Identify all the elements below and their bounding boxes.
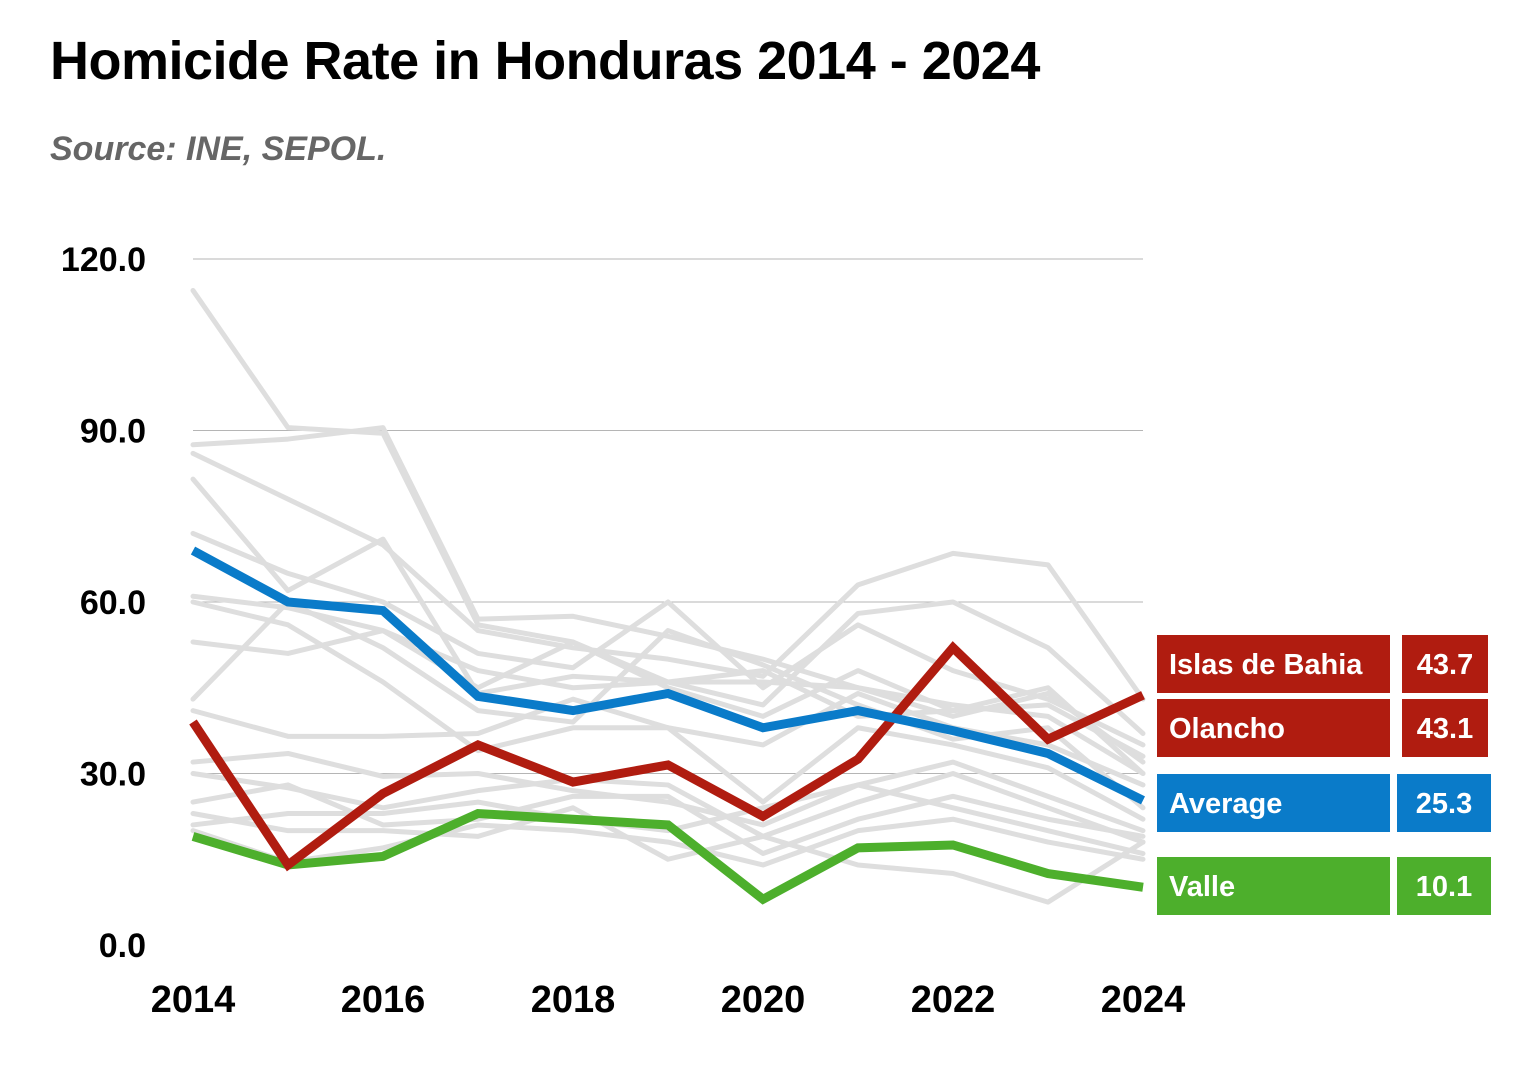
series-value-islas-de-bahia: 43.7 (1417, 649, 1473, 681)
y-tick-label: 90.0 (80, 413, 146, 451)
department-line (190, 593, 1146, 759)
department-line (190, 816, 1146, 868)
department-line (190, 450, 1146, 702)
x-tick-label: 2022 (911, 979, 996, 1021)
legend-box-olancho (1157, 699, 1390, 757)
value-box-valle (1397, 857, 1491, 915)
series-label-valle: Valle (1169, 871, 1235, 903)
x-tick-label: 2018 (531, 979, 616, 1021)
series-value-average: 25.3 (1416, 788, 1472, 820)
x-tick-label: 2016 (341, 979, 426, 1021)
series-label-islas-de-bahia: Islas de Bahia (1169, 649, 1363, 681)
department-line (190, 771, 1146, 845)
series-value-olancho: 43.1 (1417, 713, 1473, 745)
series-line-average (190, 546, 1145, 805)
series-label-olancho: Olancho (1169, 713, 1285, 745)
department-line (190, 696, 1146, 822)
chart-title: Homicide Rate in Honduras 2014 - 2024 (50, 31, 1040, 91)
series-label-average: Average (1169, 788, 1282, 820)
series-line-valle (191, 808, 1144, 905)
legend-box-valle (1157, 857, 1390, 915)
x-tick-label: 2024 (1101, 979, 1186, 1021)
department-line (190, 750, 1146, 834)
department-line (190, 805, 1146, 905)
x-tick-label: 2014 (151, 979, 236, 1021)
value-box-average (1397, 774, 1491, 832)
value-box-islas-de-bahia (1402, 635, 1488, 693)
y-tick-label: 0.0 (99, 927, 146, 965)
y-tick-label: 120.0 (61, 241, 146, 279)
y-tick-label: 60.0 (80, 584, 146, 622)
x-tick-label: 2020 (721, 979, 806, 1021)
series-line-islas-de-bahia (189, 641, 1145, 872)
series-value-valle: 10.1 (1416, 871, 1472, 903)
value-box-olancho (1402, 699, 1488, 757)
legend-box-average (1157, 774, 1390, 832)
chart-subtitle: Source: INE, SEPOL. (50, 130, 387, 168)
legend-box-islas-de-bahia (1157, 635, 1390, 693)
y-tick-label: 30.0 (80, 756, 146, 794)
department-line (190, 628, 1146, 776)
